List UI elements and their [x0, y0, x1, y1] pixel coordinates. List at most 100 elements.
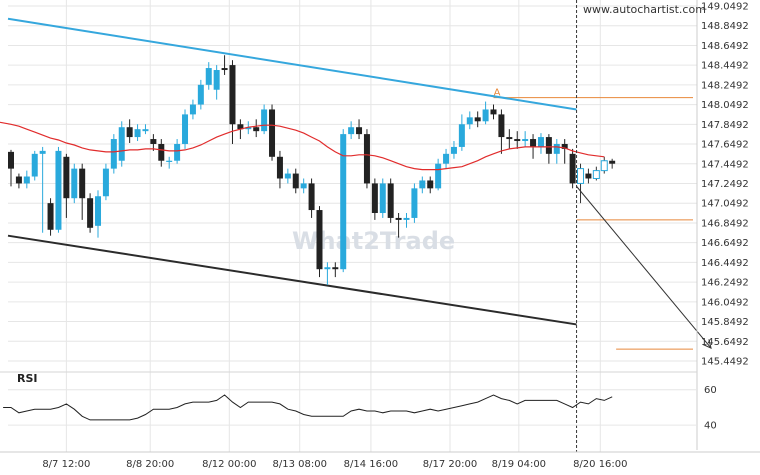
- candle-body: [577, 168, 585, 184]
- site-label[interactable]: www.autochartist.com: [583, 3, 706, 16]
- candle-body: [102, 168, 109, 197]
- candle-body: [221, 68, 228, 71]
- channel-lower-line: [7, 234, 577, 326]
- candle-body: [498, 114, 505, 138]
- time-tick-label: 8/14 16:00: [344, 459, 398, 470]
- candle-body: [292, 173, 299, 189]
- candle-body: [63, 156, 70, 199]
- candle-body: [213, 70, 220, 90]
- price-tick-label: 148.4492: [701, 61, 749, 72]
- candle-body: [506, 137, 513, 140]
- candle-body: [182, 114, 189, 144]
- grid: [8, 0, 697, 452]
- candle-body: [300, 183, 307, 189]
- candle-body: [205, 68, 212, 85]
- price-tick-label: 147.0492: [701, 199, 749, 210]
- price-tick-label: 148.6492: [701, 41, 749, 52]
- candle-body: [403, 217, 410, 220]
- candle-body: [79, 168, 86, 199]
- candle-body: [379, 183, 386, 214]
- rsi-tick-label: 40: [704, 421, 717, 432]
- candle-body: [71, 168, 78, 199]
- candle-body: [15, 176, 22, 184]
- candle-body: [269, 109, 276, 157]
- forecast-arrow-head: [702, 339, 712, 349]
- candle-body: [585, 173, 592, 179]
- candle-body: [189, 104, 196, 115]
- price-tick-label: 146.6492: [701, 238, 749, 249]
- candle-body: [458, 124, 465, 147]
- candle-body: [23, 176, 30, 184]
- price-tick-label: 148.8492: [701, 21, 749, 32]
- time-tick-label: 8/13 08:00: [272, 459, 326, 470]
- candle-body: [142, 129, 149, 132]
- time-tick-label: 8/19 04:00: [492, 459, 546, 470]
- candle-body: [419, 180, 426, 189]
- candle-body: [600, 160, 608, 172]
- target-levels: A: [493, 88, 693, 350]
- candle-body: [47, 203, 54, 230]
- time-tick-label: 8/7 12:00: [42, 459, 90, 470]
- forecast-arrow: [576, 186, 712, 349]
- candle-body: [118, 127, 125, 161]
- price-tick-label: 148.2492: [701, 80, 749, 91]
- candle-body: [245, 127, 252, 130]
- rsi-title: RSI: [17, 372, 38, 385]
- candle-body: [466, 117, 473, 125]
- candle-body: [39, 150, 46, 154]
- price-tick-label: 147.8492: [701, 120, 749, 131]
- candle-body: [261, 109, 268, 132]
- watermark: What2Trade: [292, 227, 455, 255]
- candle-body: [324, 267, 331, 270]
- candle-body: [284, 173, 291, 179]
- candle-body: [31, 153, 38, 177]
- rsi-line: [3, 394, 613, 421]
- candle-body: [8, 151, 14, 169]
- time-tick-label: 8/17 20:00: [423, 459, 477, 470]
- price-tick-label: 147.2492: [701, 179, 749, 190]
- rsi-tick-label: 60: [704, 385, 717, 396]
- candle-body: [150, 139, 157, 144]
- channel-upper-line: [7, 17, 577, 111]
- price-channel: [7, 17, 577, 326]
- candle-body: [55, 150, 62, 230]
- candle-body: [561, 143, 568, 149]
- candle-body: [411, 188, 418, 218]
- candle-body: [134, 129, 141, 138]
- time-tick-label: 8/12 00:00: [202, 459, 256, 470]
- candle-body: [110, 139, 117, 169]
- candle-body: [530, 139, 537, 147]
- price-tick-label: 146.2492: [701, 278, 749, 289]
- time-tick-label: 8/20 16:00: [573, 459, 627, 470]
- candle-body: [197, 84, 204, 105]
- candle-body: [553, 143, 560, 154]
- price-tick-label: 146.0492: [701, 297, 749, 308]
- price-tick-label: 147.4492: [701, 159, 749, 170]
- price-axis: 149.0492 148.8492 148.6492 148.4492 148.2492…: [696, 0, 749, 450]
- candle-body: [482, 109, 489, 122]
- candle-body: [522, 139, 529, 142]
- candle-body: [95, 196, 102, 226]
- candle-body: [609, 160, 616, 164]
- price-tick-label: 145.4492: [701, 357, 749, 368]
- candle-body: [126, 127, 133, 138]
- candle-body: [514, 139, 521, 142]
- candle-body: [166, 160, 173, 162]
- price-tick-label: 147.6492: [701, 140, 749, 151]
- candle-body: [490, 109, 497, 115]
- candle-body: [569, 153, 576, 184]
- candle-body: [87, 198, 94, 228]
- forecast-arrow-line: [576, 186, 712, 349]
- candle-body: [174, 143, 181, 161]
- candle-body: [592, 170, 600, 179]
- candle-body: [332, 267, 339, 270]
- time-tick-label: 8/8 20:00: [126, 459, 174, 470]
- ma-line: [0, 121, 605, 171]
- candle-body: [395, 217, 402, 220]
- price-tick-label: 145.8492: [701, 317, 749, 328]
- moving-average: [0, 121, 605, 171]
- candle-body: [276, 156, 283, 179]
- candle-body: [229, 65, 236, 125]
- candle-body: [545, 137, 552, 154]
